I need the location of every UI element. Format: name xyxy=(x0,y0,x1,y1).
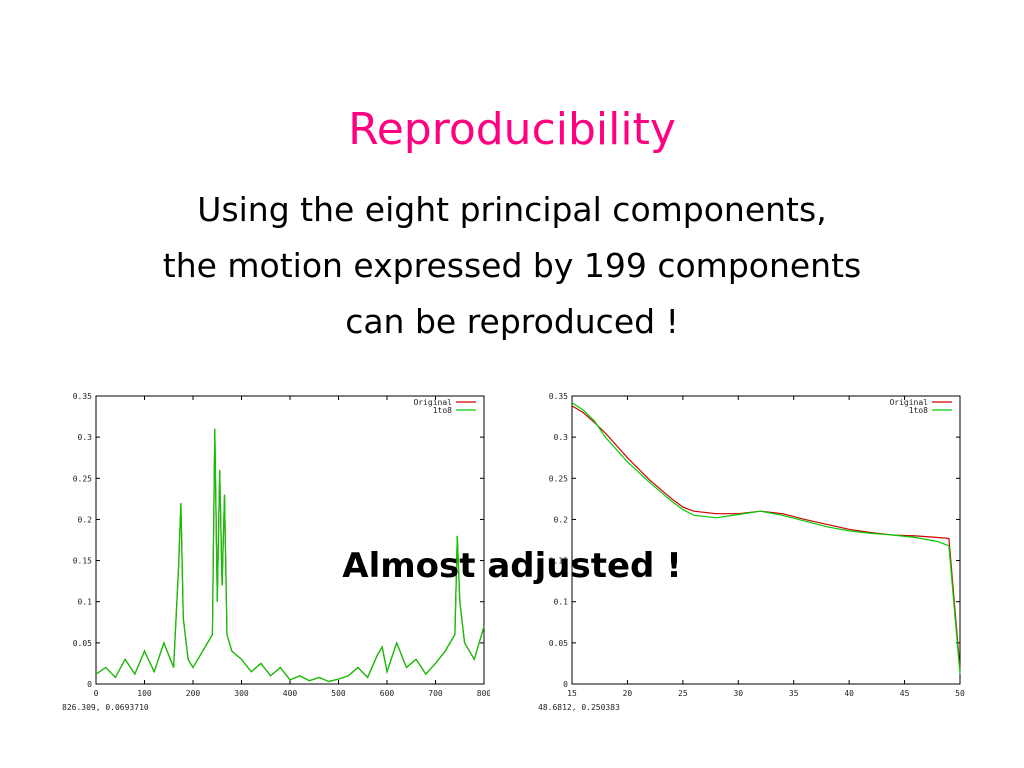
subtitle-line-2: the motion expressed by 199 components xyxy=(162,246,862,285)
y-tick-label: 0.1 xyxy=(78,598,93,607)
x-tick-label: 20 xyxy=(623,689,633,698)
x-tick-label: 35 xyxy=(789,689,799,698)
y-tick-label: 0.05 xyxy=(73,639,92,648)
x-tick-label: 800 xyxy=(477,689,490,698)
series-line-1to8 xyxy=(571,402,961,675)
x-tick-label: 30 xyxy=(733,689,743,698)
legend-label: 1to8 xyxy=(909,406,928,415)
y-tick-label: 0.35 xyxy=(549,392,568,401)
coordinate-readout: 48.6812, 0.250383 xyxy=(538,703,620,712)
y-tick-label: 0.35 xyxy=(73,392,92,401)
x-tick-label: 200 xyxy=(186,689,201,698)
x-tick-label: 600 xyxy=(380,689,395,698)
slide-title: Reproducibility xyxy=(348,104,676,155)
x-tick-label: 25 xyxy=(678,689,688,698)
y-tick-label: 0.15 xyxy=(73,557,92,566)
subtitle-line-1: Using the eight principal components, xyxy=(197,190,827,229)
x-tick-label: 100 xyxy=(137,689,152,698)
callout-text: Almost adjusted ! xyxy=(342,546,682,586)
y-tick-label: 0.15 xyxy=(549,557,568,566)
y-tick-label: 0.1 xyxy=(554,598,569,607)
y-tick-label: 0.25 xyxy=(549,474,568,483)
legend-label: Original xyxy=(413,398,452,407)
y-tick-label: 0.25 xyxy=(73,474,92,483)
legend-label: 1to8 xyxy=(433,406,452,415)
y-tick-label: 0 xyxy=(87,680,92,689)
x-tick-label: 50 xyxy=(955,689,965,698)
x-tick-label: 15 xyxy=(567,689,577,698)
plot-frame xyxy=(95,395,485,685)
y-tick-label: 0.3 xyxy=(78,433,93,442)
y-tick-label: 0.3 xyxy=(554,433,569,442)
y-tick-label: 0.2 xyxy=(78,515,93,524)
x-tick-label: 45 xyxy=(900,689,910,698)
y-tick-label: 0.2 xyxy=(554,515,569,524)
y-tick-label: 0 xyxy=(563,680,568,689)
chart-left: 0 100 200 300 400 500 600 700 800 0 0.05 0.1 0.15 0.2… xyxy=(62,392,490,712)
subtitle-line-3: can be reproduced ! xyxy=(345,302,679,341)
legend-label: Original xyxy=(889,398,928,407)
series-line-1to8 xyxy=(95,428,485,683)
x-tick-label: 500 xyxy=(331,689,346,698)
x-tick-label: 300 xyxy=(234,689,249,698)
x-tick-label: 0 xyxy=(94,689,99,698)
chart-right: 15 20 25 30 35 40 45 50 0 0.05 0.1 0.15 0.2 0.25 0.3 0.… xyxy=(538,392,965,712)
coordinate-readout: 826.309, 0.0693710 xyxy=(62,703,149,712)
x-tick-label: 400 xyxy=(283,689,298,698)
x-tick-label: 700 xyxy=(428,689,443,698)
plot-frame xyxy=(571,395,961,685)
y-tick-label: 0.05 xyxy=(549,639,568,648)
x-tick-label: 40 xyxy=(844,689,854,698)
